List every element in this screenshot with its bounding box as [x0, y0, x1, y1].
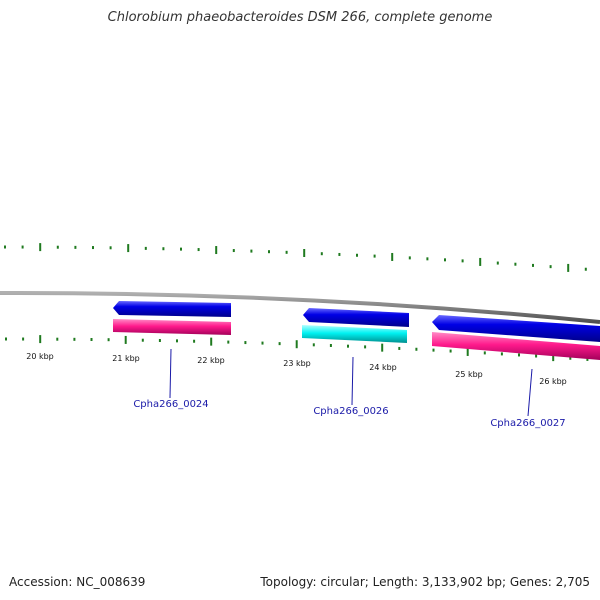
genome-backbone	[0, 290, 600, 324]
gene-arrow-outer-2[interactable]	[303, 308, 409, 327]
gene-box-cpha266-0026[interactable]	[302, 325, 407, 343]
scale-label: 24 kbp	[369, 363, 397, 372]
gene-arrow-cpha266-0024[interactable]	[113, 301, 231, 317]
scale-label: 20 kbp	[26, 352, 54, 361]
scale-label: 21 kbp	[112, 354, 140, 363]
gene-leader-line	[351, 356, 354, 406]
gene-leader-line	[169, 348, 172, 399]
gene-label[interactable]: Cpha266_0024	[133, 399, 208, 410]
scale-label: 22 kbp	[197, 356, 225, 365]
genome-summary-text: Topology: circular; Length: 3,133,902 bp…	[260, 575, 590, 589]
scale-label: 26 kbp	[539, 377, 567, 386]
scale-label: 25 kbp	[455, 370, 483, 379]
gene-label[interactable]: Cpha266_0027	[490, 418, 565, 429]
accession-text: Accession: NC_008639	[9, 575, 146, 589]
scale-label: 23 kbp	[283, 359, 311, 368]
genome-title: Chlorobium phaeobacteroides DSM 266, com…	[107, 10, 493, 25]
gene-box-inner-1[interactable]	[113, 319, 231, 335]
gene-box-cpha266-0027[interactable]	[432, 332, 600, 360]
gene-arrow-outer-3[interactable]	[432, 315, 600, 342]
gene-leader-line	[527, 368, 533, 417]
outer-tick-ring	[4, 243, 587, 272]
gene-label[interactable]: Cpha266_0026	[313, 406, 388, 417]
scale-label-group: 20 kbp 21 kbp 22 kbp 23 kbp 24 kbp 25 kbp 26 k…	[26, 352, 567, 386]
inner-tick-ring	[5, 335, 589, 362]
